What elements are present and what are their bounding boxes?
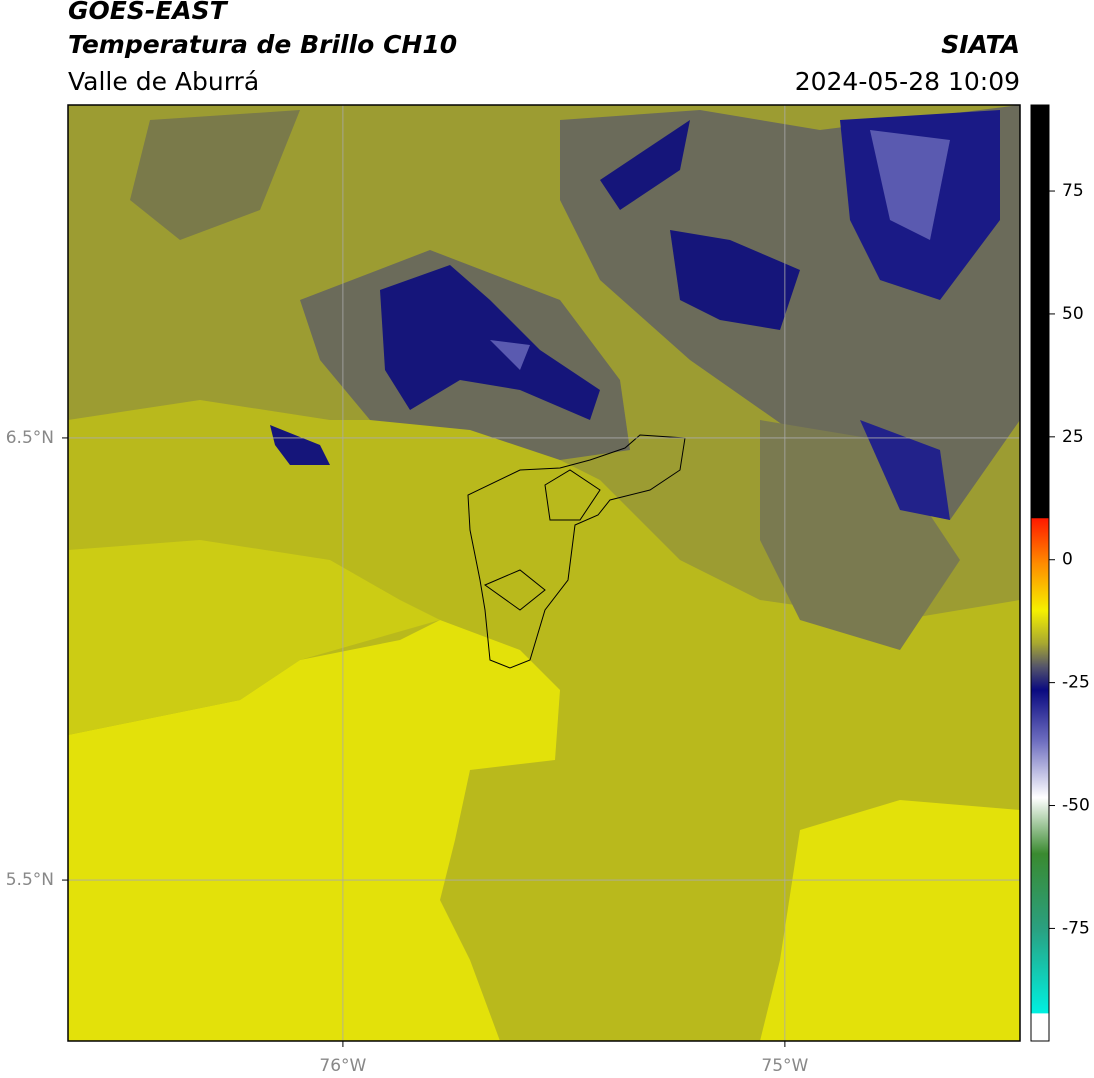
colorbar-tick-label: -25: [1062, 673, 1090, 693]
colorbar-tick-label: 50: [1062, 304, 1084, 324]
subtitle: Temperatura de Brillo CH10: [68, 30, 457, 59]
region: Valle de Aburrá: [68, 67, 259, 96]
grid: [68, 105, 1020, 1041]
map-frame: [67, 104, 1021, 1042]
colorbar-tick-label: 25: [1062, 427, 1084, 447]
title: GOES-EAST: [68, 0, 229, 25]
colorbar-tick-label: 75: [1062, 181, 1084, 201]
colorbar-tick-label: -50: [1062, 796, 1090, 816]
colorbar-tick-label: -75: [1062, 918, 1090, 938]
lat-tick-label: 6.5°N: [6, 428, 54, 448]
lon-tick-label: 76°W: [319, 1056, 366, 1076]
boundary: [467, 434, 686, 669]
colorbar-tick-label: 0: [1062, 550, 1073, 570]
lat-tick-label: 5.5°N: [6, 870, 54, 890]
map-image: [68, 105, 1020, 1041]
datetime: 2024-05-28 10:09: [795, 67, 1020, 96]
lon-tick-label: 75°W: [761, 1056, 808, 1076]
source: SIATA: [941, 30, 1020, 59]
colorbar: [1030, 104, 1050, 1042]
